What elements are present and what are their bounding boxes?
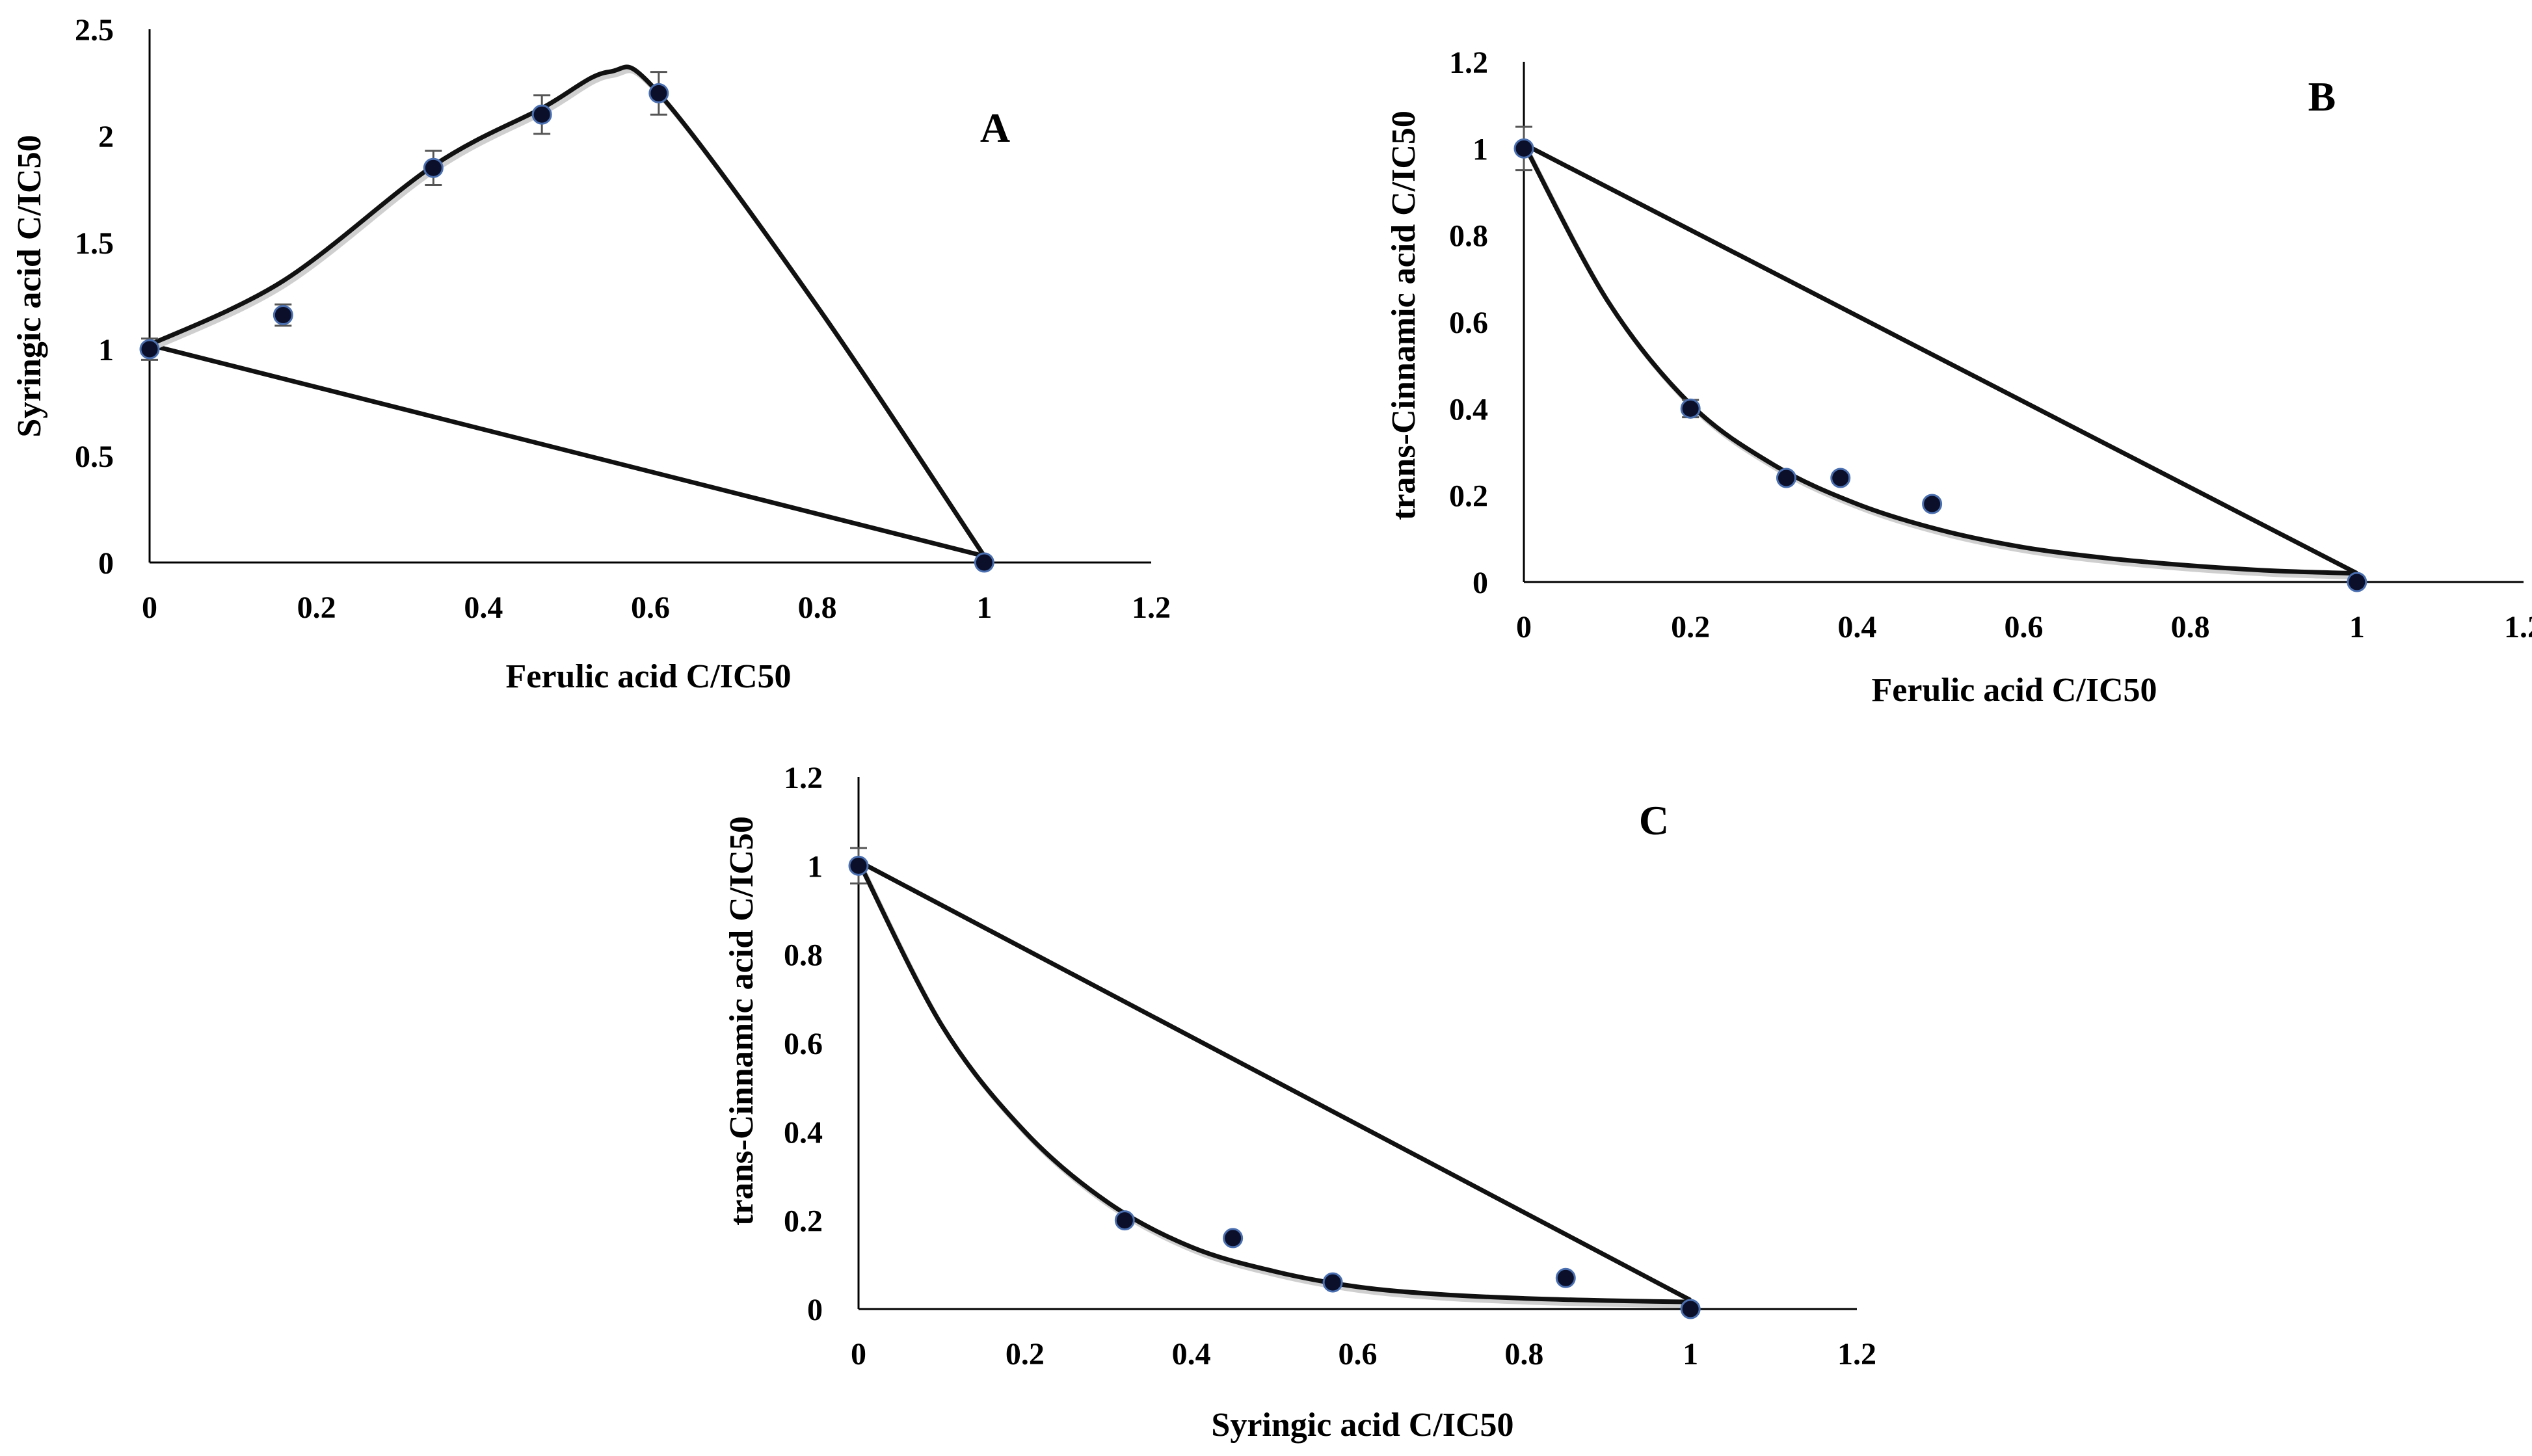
panel-c-label: C — [1639, 797, 1669, 843]
panel-c-data-point — [1322, 1272, 1343, 1293]
panel-b-y-tick-label: 0.6 — [1449, 306, 1488, 340]
panel-b-y-tick-label: 0.8 — [1449, 219, 1488, 254]
panel-b-x-axis-title: Ferulic acid C/IC50 — [1871, 672, 2157, 709]
panel-c-additivity-line — [857, 859, 1692, 1303]
panel-b-y-axis-title: trans-Cinnamic acid C/IC50 — [1385, 111, 1422, 520]
panel-a-y-tick-label: 0.5 — [75, 440, 114, 474]
panel-c-data-point — [1680, 1299, 1701, 1319]
panel-c-x-tick-label: 0.4 — [1172, 1337, 1211, 1371]
panel-c-data-point — [1223, 1228, 1244, 1249]
panel-c-x-tick-label: 0 — [851, 1337, 866, 1371]
panel-a-isobole-curve — [148, 64, 987, 558]
panel-c-y-tick-label: 0.2 — [784, 1204, 823, 1239]
panel-c-y-tick-label: 1.2 — [784, 761, 823, 795]
panel-b-data-point — [1680, 398, 1701, 419]
panel-c-y-tick-label: 0.4 — [784, 1115, 823, 1150]
panel-b-y-tick-label: 0 — [1473, 566, 1488, 600]
panel-c-data-point — [1555, 1267, 1576, 1288]
panel-c-x-tick-label: 0.2 — [1006, 1337, 1045, 1371]
panel-a-x-tick-label: 0 — [142, 590, 157, 625]
panel-b-y-tick-label: 1 — [1473, 132, 1488, 166]
panel-a-x-tick-label: 0.8 — [798, 590, 837, 625]
panel-a-data-point — [648, 83, 669, 103]
panel-a-data-point — [974, 552, 994, 573]
panel-b-label: B — [2308, 73, 2336, 120]
panel-c-y-tick-label: 0 — [807, 1293, 823, 1327]
panel-c-data-point — [848, 855, 869, 876]
panel-c-y-tick-label: 0.6 — [784, 1027, 823, 1061]
panel-a-x-tick-label: 0.4 — [464, 590, 503, 625]
panel-a: A Ferulic acid C/IC50 Syringic acid C/IC… — [11, 13, 1171, 695]
panel-c-x-axis-title: Syringic acid C/IC50 — [1211, 1407, 1513, 1444]
panel-b-x-tick-label: 0.4 — [1837, 610, 1876, 644]
panel-a-label: A — [980, 105, 1010, 151]
panel-c-data-point — [1114, 1210, 1135, 1231]
panel-b-x-tick-label: 0.2 — [1671, 610, 1710, 644]
panel-c-x-tick-label: 0.6 — [1339, 1337, 1378, 1371]
panel-a-y-tick-label: 0 — [98, 546, 114, 581]
panel-a-x-axis-title: Ferulic acid C/IC50 — [505, 658, 791, 695]
panel-a-data-point — [273, 305, 293, 326]
panel-b-data-point — [2347, 572, 2367, 592]
panel-c-y-tick-label: 0.8 — [784, 938, 823, 973]
panel-b-data-point — [1922, 494, 1943, 514]
panel-a-data-point — [531, 104, 552, 125]
panel-b-isobole-curve — [1521, 143, 2357, 576]
panel-a-y-tick-label: 2.5 — [75, 13, 114, 47]
panel-c-y-axis-title: trans-Cinnamic acid C/IC50 — [723, 816, 760, 1226]
panel-b-data-point — [1513, 138, 1534, 159]
panel-a-x-tick-label: 1.2 — [1132, 590, 1171, 625]
panel-a-y-tick-label: 1 — [98, 333, 114, 367]
panel-b-y-tick-label: 0.4 — [1449, 392, 1488, 427]
panel-b-x-tick-label: 0.8 — [2171, 610, 2210, 644]
panel-b-y-tick-label: 0.2 — [1449, 479, 1488, 514]
panel-a-data-point — [139, 339, 160, 360]
panel-b-data-point — [1776, 468, 1796, 488]
panel-a-x-tick-label: 0.2 — [297, 590, 336, 625]
panel-b-x-tick-label: 1.2 — [2504, 610, 2532, 644]
panel-c-y-tick-label: 1 — [807, 849, 823, 884]
panel-a-x-tick-label: 1 — [976, 590, 992, 625]
panel-a-y-axis-title: Syringic acid C/IC50 — [11, 135, 48, 437]
panel-c-x-tick-label: 0.8 — [1504, 1337, 1543, 1371]
panel-b-data-point — [1830, 468, 1851, 488]
panel-b-additivity-line — [1523, 142, 2358, 576]
panel-b-x-tick-label: 0 — [1516, 610, 1532, 644]
panel-c: C Syringic acid C/IC50 trans-Cinnamic ac… — [723, 761, 1876, 1444]
panel-a-y-tick-label: 1.5 — [75, 226, 114, 261]
panel-c-x-tick-label: 1.2 — [1837, 1337, 1876, 1371]
panel-b-x-tick-label: 1 — [2349, 610, 2365, 644]
panel-b-y-tick-label: 1.2 — [1449, 46, 1488, 80]
panel-a-y-tick-label: 2 — [98, 120, 114, 154]
panel-c-isobole-curve — [856, 860, 1691, 1304]
panel-c-x-tick-label: 1 — [1683, 1337, 1698, 1371]
panel-a-data-point — [423, 157, 444, 178]
panel-a-x-tick-label: 0.6 — [631, 590, 670, 625]
panel-b-x-tick-label: 0.6 — [2005, 610, 2044, 644]
panel-a-additivity-line — [149, 343, 985, 559]
panel-b: B Ferulic acid C/IC50 trans-Cinnamic aci… — [1385, 46, 2532, 709]
